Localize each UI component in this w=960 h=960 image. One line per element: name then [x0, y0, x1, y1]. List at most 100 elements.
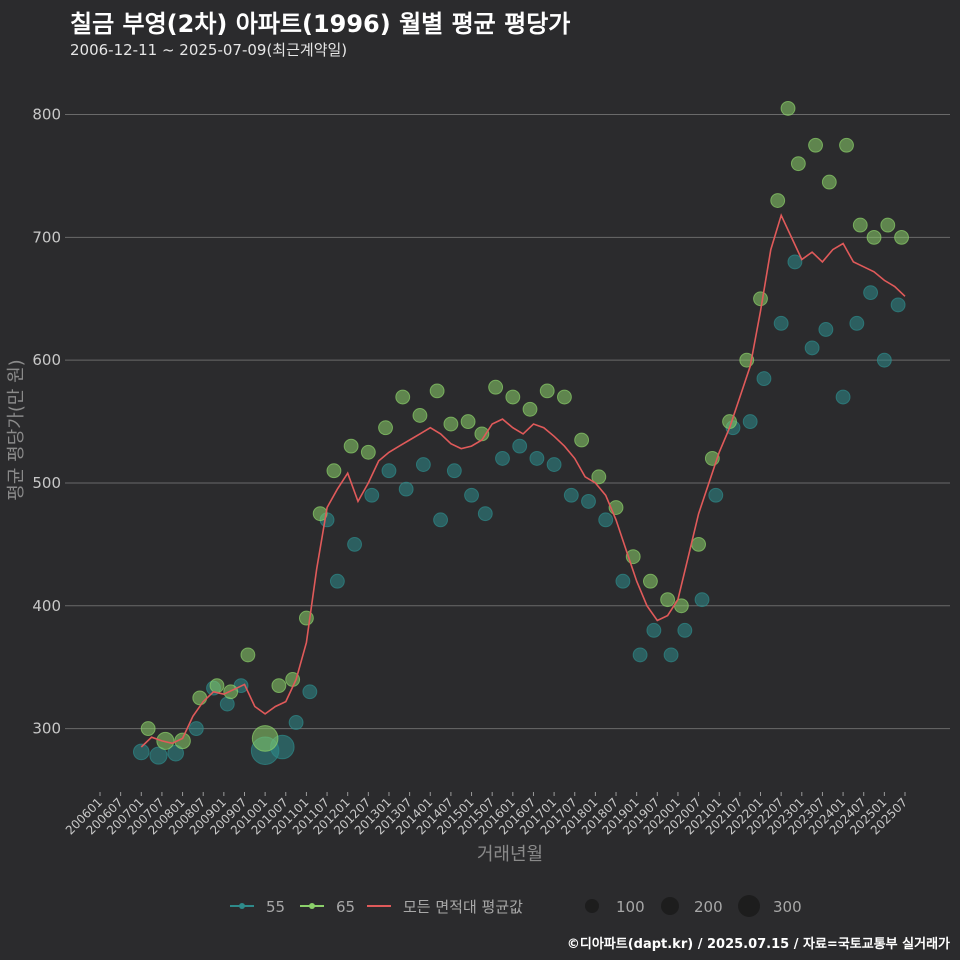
series-55-point-37 [742, 414, 758, 430]
series-55-point-30 [632, 647, 648, 663]
legend-size-label-2: 300 [773, 898, 802, 916]
series-55-point-17 [415, 457, 431, 472]
series-55-point-25 [546, 457, 562, 472]
series-55-point-34 [694, 592, 710, 608]
series-65-point-18 [429, 383, 445, 399]
series-65-point-7 [251, 725, 279, 752]
legend-size-label-0: 100 [616, 898, 645, 916]
series-65-point-27 [574, 432, 590, 448]
series-65-point-11 [312, 506, 328, 522]
series-55-point-16 [398, 481, 414, 497]
series-55-point-9 [288, 715, 304, 730]
series-55-point-3 [188, 721, 204, 737]
series-65-point-0 [140, 721, 156, 737]
series-55-point-43 [835, 389, 851, 405]
series-55-point-29 [615, 573, 631, 589]
series-55-point-0 [132, 743, 150, 761]
x-tick-labels: 2006012006072007012007072008012008072009… [63, 792, 910, 838]
series-55-point-22 [495, 450, 510, 466]
series-65-point-14 [360, 444, 376, 460]
series-65-point-15 [378, 420, 393, 436]
y-tick-300: 300 [32, 720, 61, 738]
series-65-point-42 [808, 137, 823, 153]
y-tick-500: 500 [32, 474, 61, 492]
series-65-point-34 [691, 536, 707, 552]
series-55-point-32 [663, 647, 679, 663]
series-55-point-33 [677, 622, 693, 638]
series-55-point-15 [381, 463, 397, 479]
series-55-point-13 [347, 536, 362, 552]
y-tick-600: 600 [32, 351, 61, 369]
series-65-point-19 [443, 416, 459, 432]
series-65-point-24 [522, 401, 538, 417]
series-55-point-24 [529, 450, 545, 466]
series-65-point-40 [780, 100, 796, 116]
series-65-point-48 [894, 229, 909, 245]
legend-swatch-dot-1 [309, 903, 315, 909]
y-tick-700: 700 [32, 228, 61, 246]
series-65-point-41 [790, 156, 806, 172]
series-55-point-45 [863, 285, 879, 301]
footer-credit: ©디아파트(dapt.kr) / 2025.07.15 / 자료=국토교통부 실… [566, 937, 950, 952]
series-65-point-43 [821, 174, 837, 190]
series-55-point-31 [646, 622, 662, 638]
series-55-points [132, 254, 906, 765]
series-65-point-23 [505, 389, 521, 405]
series-65-point-39 [770, 193, 786, 208]
series-55-point-23 [512, 438, 528, 454]
series-55-point-27 [581, 493, 596, 509]
series-55-point-35 [708, 487, 724, 503]
series-65-point-12 [326, 463, 342, 479]
y-tick-400: 400 [32, 597, 61, 615]
series-55-point-14 [364, 487, 380, 503]
y-axis-title: 평균 평당가(만 원) [6, 359, 27, 500]
legend-size-0 [585, 899, 599, 913]
series-55-point-38 [756, 371, 772, 387]
series-55-point-1 [149, 746, 168, 765]
series-55-point-42 [818, 322, 834, 337]
series-65-point-4 [209, 678, 225, 694]
legend-label-0: 55 [266, 898, 285, 916]
x-axis-title: 거래년월 [477, 844, 543, 865]
series-65-point-44 [839, 137, 854, 153]
series-65-point-22 [488, 379, 504, 395]
series-55-point-19 [446, 463, 462, 479]
series-65-point-45 [852, 217, 868, 233]
series-65-point-31 [643, 573, 658, 589]
series-55-point-39 [773, 315, 789, 331]
average-line [140, 213, 906, 748]
series-65-point-38 [753, 291, 768, 307]
series-55-point-40 [787, 254, 803, 270]
legend-swatch-dot-0 [239, 903, 245, 909]
series-65-point-25 [539, 383, 555, 399]
series-65-point-32 [660, 592, 676, 608]
series-55-point-20 [464, 487, 479, 503]
legend-label-2: 모든 면적대 평균값 [403, 898, 523, 916]
series-65-point-2 [174, 732, 191, 750]
series-65-point-46 [866, 229, 882, 245]
chart-subtitle: 2006-12-11 ~ 2025-07-09(최근계약일) [70, 41, 348, 59]
series-55-point-47 [890, 297, 906, 313]
series-65-point-6 [240, 647, 256, 663]
series-65-point-17 [412, 408, 428, 423]
series-65-point-28 [591, 469, 607, 485]
series-65-point-20 [460, 414, 476, 430]
series-55-point-21 [477, 506, 493, 522]
legend-size-label-1: 200 [694, 898, 723, 916]
legend-size-2 [738, 895, 760, 917]
chart-title: 칠금 부영(2차) 아파트(1996) 월별 평균 평당가 [70, 10, 571, 38]
series-65-point-47 [880, 217, 896, 233]
grid-lines [65, 114, 950, 730]
series-55-point-5 [219, 696, 235, 712]
series-55-point-44 [849, 315, 865, 331]
series-65-point-8 [271, 678, 287, 694]
series-65-point-13 [343, 438, 359, 454]
series-65-point-26 [557, 389, 572, 405]
series-55-point-18 [433, 512, 448, 528]
y-tick-800: 800 [32, 106, 61, 124]
series-65-point-3 [192, 690, 208, 706]
series-55-point-41 [804, 340, 820, 356]
series-55-point-12 [329, 573, 345, 589]
legend-label-1: 65 [336, 898, 355, 916]
